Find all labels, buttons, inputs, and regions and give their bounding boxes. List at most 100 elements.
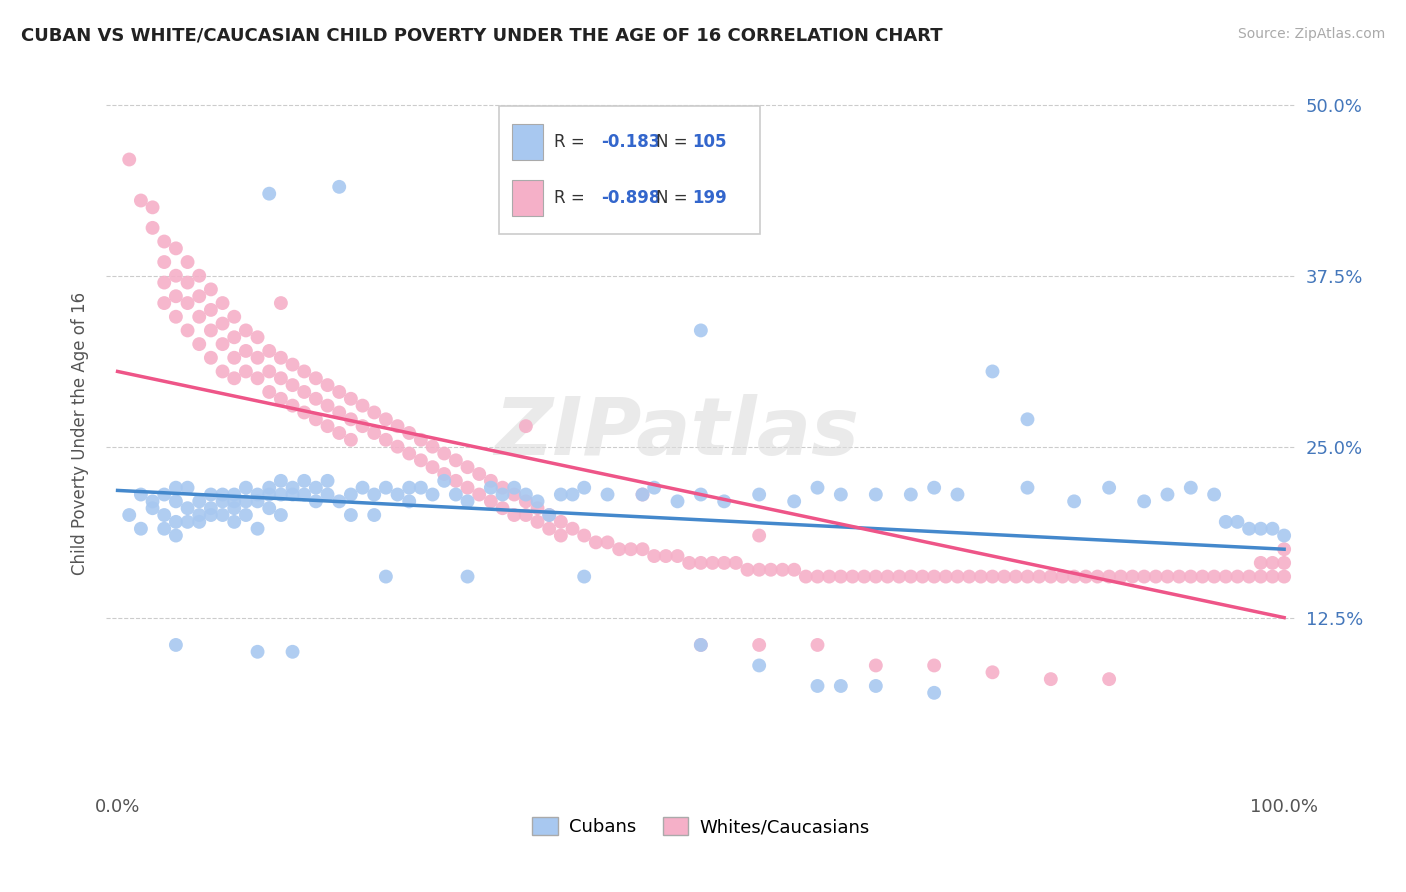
Point: [305, 392, 328, 406]
Point: [246, 494, 269, 508]
Point: [1098, 481, 1121, 495]
Point: [981, 665, 1004, 680]
Point: [806, 679, 828, 693]
Point: [316, 399, 339, 413]
Point: [1098, 672, 1121, 686]
Point: [748, 528, 770, 542]
Point: [444, 474, 467, 488]
Point: [176, 515, 198, 529]
Point: [1204, 569, 1226, 583]
Point: [1250, 556, 1272, 570]
Point: [1039, 672, 1062, 686]
Point: [479, 474, 502, 488]
Point: [129, 522, 152, 536]
Point: [1215, 569, 1237, 583]
Point: [292, 487, 315, 501]
Point: [292, 364, 315, 378]
Y-axis label: Child Poverty Under the Age of 16: Child Poverty Under the Age of 16: [72, 292, 89, 574]
Point: [772, 563, 794, 577]
Point: [1272, 569, 1295, 583]
Point: [211, 296, 233, 310]
Point: [1272, 556, 1295, 570]
Point: [188, 268, 211, 283]
Point: [457, 481, 479, 495]
Point: [246, 522, 269, 536]
Point: [479, 494, 502, 508]
Text: CUBAN VS WHITE/CAUCASIAN CHILD POVERTY UNDER THE AGE OF 16 CORRELATION CHART: CUBAN VS WHITE/CAUCASIAN CHILD POVERTY U…: [21, 27, 942, 45]
Point: [422, 460, 444, 475]
Point: [526, 515, 548, 529]
Point: [737, 563, 759, 577]
Point: [281, 487, 304, 501]
Point: [165, 638, 187, 652]
Point: [316, 487, 339, 501]
Point: [922, 481, 945, 495]
Point: [398, 481, 420, 495]
Point: [352, 419, 374, 434]
Point: [165, 241, 187, 255]
Point: [607, 542, 630, 557]
Point: [1017, 412, 1039, 426]
Point: [176, 323, 198, 337]
Point: [922, 569, 945, 583]
Text: ZIPatlas: ZIPatlas: [495, 394, 859, 472]
Point: [503, 508, 526, 522]
Point: [515, 494, 537, 508]
Point: [165, 494, 187, 508]
Point: [409, 481, 432, 495]
Point: [666, 494, 689, 508]
Point: [200, 508, 222, 522]
Point: [188, 310, 211, 324]
Point: [270, 296, 292, 310]
Point: [515, 419, 537, 434]
Point: [689, 638, 711, 652]
Point: [655, 549, 678, 563]
Point: [387, 440, 409, 454]
Point: [783, 563, 806, 577]
Point: [631, 487, 654, 501]
Point: [1272, 528, 1295, 542]
Point: [328, 405, 350, 419]
Point: [759, 563, 782, 577]
Point: [211, 337, 233, 351]
Point: [200, 487, 222, 501]
Point: [935, 569, 957, 583]
Point: [900, 487, 922, 501]
Point: [142, 220, 165, 235]
Point: [176, 276, 198, 290]
Point: [503, 487, 526, 501]
Point: [200, 351, 222, 365]
Point: [1204, 487, 1226, 501]
Point: [1180, 481, 1202, 495]
Point: [1063, 569, 1085, 583]
Point: [631, 487, 654, 501]
Point: [153, 508, 176, 522]
Point: [165, 481, 187, 495]
Point: [363, 508, 385, 522]
Point: [142, 494, 165, 508]
Point: [702, 556, 724, 570]
Point: [491, 501, 513, 516]
Point: [1180, 569, 1202, 583]
Point: [572, 528, 595, 542]
Point: [1156, 487, 1178, 501]
Point: [340, 508, 363, 522]
Point: [363, 487, 385, 501]
Point: [957, 569, 980, 583]
Point: [270, 351, 292, 365]
Point: [1226, 515, 1249, 529]
Point: [176, 481, 198, 495]
Point: [340, 392, 363, 406]
Point: [257, 481, 280, 495]
Point: [689, 323, 711, 337]
Point: [165, 515, 187, 529]
Point: [292, 384, 315, 399]
Point: [246, 645, 269, 659]
Point: [235, 343, 257, 358]
Point: [211, 494, 233, 508]
Point: [257, 501, 280, 516]
Point: [211, 508, 233, 522]
Point: [1237, 569, 1260, 583]
Point: [457, 569, 479, 583]
Point: [830, 487, 852, 501]
